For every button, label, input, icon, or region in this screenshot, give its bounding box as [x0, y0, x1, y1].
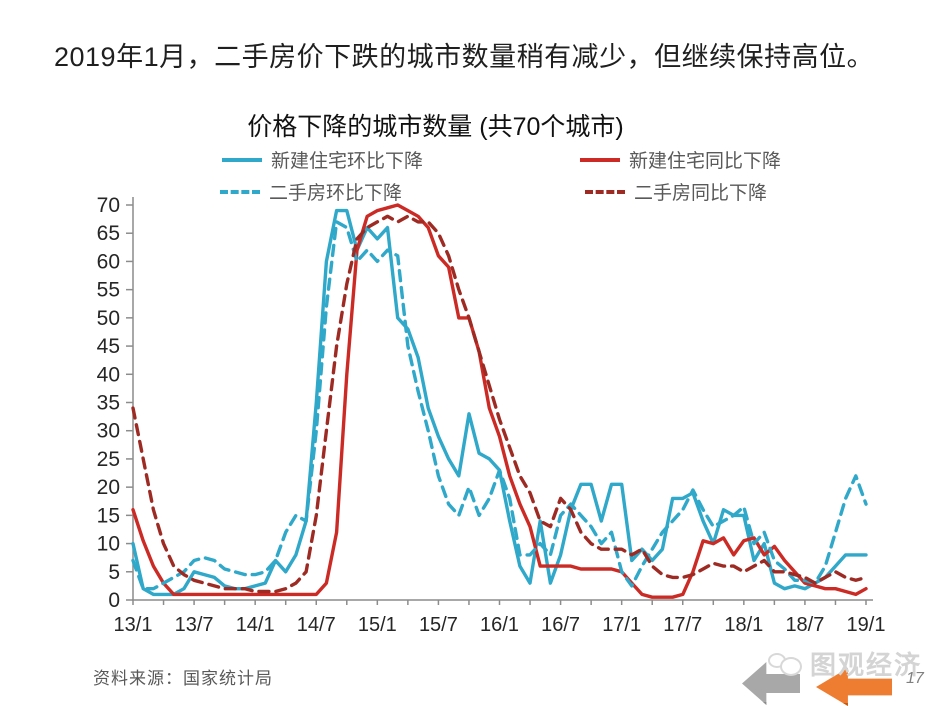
y-axis-label: 40: [97, 363, 120, 386]
brand-watermark-text: 图观经济: [810, 650, 923, 680]
x-axis-label: 16/1: [480, 614, 519, 636]
legend-label: 新建住宅环比下降: [271, 151, 424, 172]
y-axis-label: 20: [97, 476, 120, 499]
x-axis-label: 16/7: [541, 614, 580, 636]
y-axis-label: 5: [108, 561, 120, 584]
series-line-0: [131, 208, 868, 597]
legend-line-solid-cyan-icon: [222, 157, 262, 162]
x-axis-label: 14/7: [297, 614, 336, 636]
x-axis-label: 17/1: [602, 614, 641, 636]
x-axis-label: 17/7: [663, 614, 702, 636]
legend-item-used-yoy: 二手房同比下降: [585, 178, 767, 205]
speech-bubbles-icon: [768, 649, 804, 679]
legend-label: 新建住宅同比下降: [629, 151, 782, 172]
y-axis-label: 65: [97, 222, 120, 245]
x-axis-label: 13/1: [114, 614, 153, 636]
legend-line-dashed-cyan-icon: [220, 189, 260, 194]
y-axis-label: 10: [97, 533, 120, 556]
y-axis-label: 30: [97, 420, 120, 443]
y-axis-label: 60: [97, 250, 120, 273]
x-axis-label: 18/1: [724, 614, 763, 636]
back-navigation-arrow-icon[interactable]: [816, 668, 892, 706]
source-note: 资料来源：国家统计局: [93, 669, 273, 688]
y-axis-label: 0: [108, 589, 120, 612]
brand-watermark: 图观经济: [768, 645, 922, 682]
x-axis-label: 14/1: [236, 614, 275, 636]
series-line-1: [131, 203, 868, 599]
legend-label: 二手房环比下降: [269, 183, 403, 204]
series-line-2: [131, 220, 868, 591]
y-axis-label: 50: [97, 307, 120, 330]
y-axis-label: 55: [97, 279, 120, 302]
y-axis-label: 15: [97, 504, 120, 527]
y-axis-label: 35: [97, 392, 120, 415]
legend-item-new-mom: 新建住宅环比下降: [222, 146, 423, 173]
legend-line-solid-red-icon: [580, 157, 620, 162]
slide-title: 2019年1月，二手房价下跌的城市数量稍有减少，但继续保持高位。: [54, 42, 875, 72]
y-axis-label: 70: [97, 194, 120, 217]
series-line-3: [131, 214, 868, 594]
x-axis-label: 15/7: [419, 614, 458, 636]
x-axis-label: 13/7: [175, 614, 214, 636]
legend-item-used-mom: 二手房环比下降: [220, 178, 402, 205]
x-axis-label: 15/1: [358, 614, 397, 636]
x-axis-label: 18/7: [785, 614, 824, 636]
chart-title: 价格下降的城市数量 (共70个城市): [247, 113, 624, 141]
line-chart-canvas: 0 5 10 15 20 25 30 35 40 45 50 55 60 65 70 13/1 13/7 14/1…: [97, 194, 886, 636]
y-axis-label: 45: [97, 335, 120, 358]
y-axis-label: 25: [97, 448, 120, 471]
legend-label: 二手房同比下降: [634, 183, 768, 204]
legend-line-dashed-darkred-icon: [585, 189, 625, 194]
x-axis-label: 19/1: [847, 614, 886, 636]
legend-item-new-yoy: 新建住宅同比下降: [580, 146, 781, 173]
page-number: 17: [906, 670, 924, 687]
